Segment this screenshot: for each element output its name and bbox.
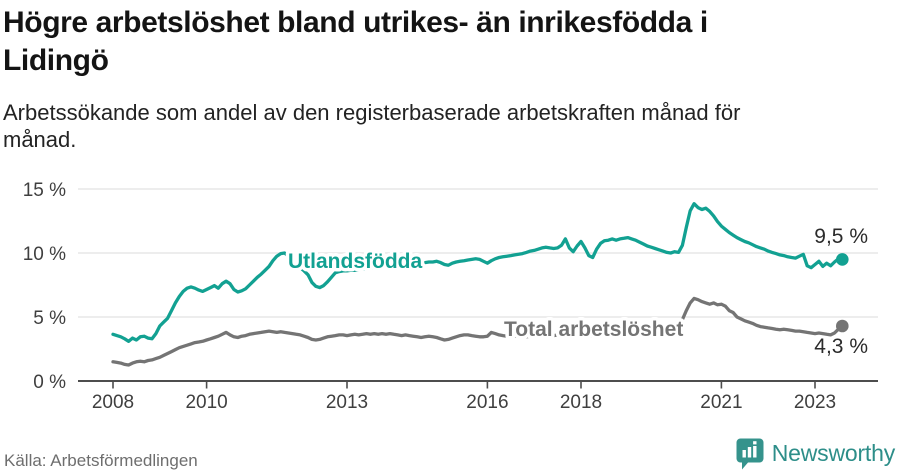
x-tick-label-2018: 2018	[560, 392, 602, 413]
x-tick-label-2023: 2023	[794, 392, 836, 413]
chart-subtitle-line-2: månad.	[3, 127, 77, 152]
y-tick-label-15: 15 %	[23, 180, 66, 201]
series-label-utlandsfodda: Utlandsfödda	[288, 250, 422, 273]
newsworthy-logo[interactable]: Newsworthy	[735, 437, 895, 470]
page-title-line-2: Lidingö	[3, 44, 109, 77]
end-value-label-total: 4,3 %	[814, 335, 868, 358]
series-line-utlandsfodda	[111, 202, 844, 343]
series-end-dot-total	[836, 319, 849, 333]
series-line-total	[111, 296, 844, 367]
y-tick-label-5: 5 %	[33, 308, 66, 329]
page-title-line-1: Högre arbetslöshet bland utrikes- än inr…	[3, 6, 708, 39]
newsworthy-icon	[735, 437, 765, 470]
end-value-label-utlandsfodda: 9,5 %	[814, 225, 868, 248]
x-tick-label-2016: 2016	[466, 392, 508, 413]
newsworthy-wordmark: Newsworthy	[771, 440, 895, 466]
y-tick-label-10: 10 %	[23, 244, 66, 265]
chart-subtitle-line-1: Arbetssökande som andel av den registerb…	[3, 100, 741, 125]
x-tick-label-2013: 2013	[326, 392, 368, 413]
series-end-dot-utlandsfodda	[836, 253, 849, 266]
page-title: Högre arbetslöshet bland utrikes- än inr…	[3, 4, 893, 80]
x-tick-label-2021: 2021	[700, 392, 742, 413]
x-tick-label-2008: 2008	[92, 392, 134, 413]
x-tick-label-2010: 2010	[185, 392, 227, 413]
source-note: Källa: Arbetsförmedlingen	[4, 451, 198, 470]
chart-subtitle: Arbetssökande som andel av den registerb…	[3, 99, 843, 153]
series-label-total: Total arbetslöshet	[504, 318, 683, 341]
y-tick-label-0: 0 %	[33, 372, 66, 393]
